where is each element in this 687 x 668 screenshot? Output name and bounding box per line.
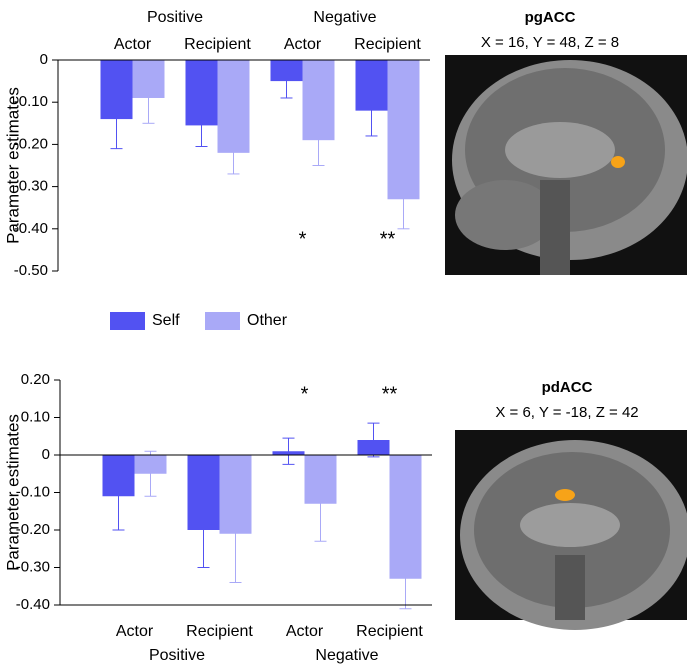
- y-tick-label: 0.10: [21, 408, 50, 425]
- y-axis-label: Parameter estimates: [3, 87, 22, 244]
- bar: [355, 60, 388, 111]
- annotation: *: [299, 228, 307, 250]
- x-tick-label: Actor: [116, 623, 154, 640]
- legend-label: Self: [152, 312, 180, 329]
- y-tick-label: -0.20: [14, 135, 48, 152]
- bar: [219, 455, 252, 534]
- bar: [185, 60, 218, 126]
- brain-image-top: [445, 55, 687, 275]
- y-tick-label: -0.50: [14, 262, 48, 279]
- y-tick-label: -0.10: [14, 93, 48, 110]
- y-tick-label: -0.40: [16, 596, 50, 613]
- group-label: Negative: [313, 9, 376, 26]
- bar: [102, 455, 135, 497]
- y-tick-label: 0: [40, 51, 48, 68]
- image-coordinates: X = 6, Y = -18, Z = 42: [495, 404, 638, 421]
- bar: [217, 60, 250, 153]
- y-tick-label: -0.40: [14, 220, 48, 237]
- x-tick-label: Recipient: [186, 623, 253, 640]
- group-label: Positive: [147, 9, 203, 26]
- x-tick-label: Recipient: [184, 36, 251, 53]
- bar: [270, 60, 303, 82]
- legend-swatch: [205, 312, 240, 330]
- legend-swatch: [110, 312, 145, 330]
- x-tick-label: Actor: [114, 36, 152, 53]
- bar: [132, 60, 165, 98]
- x-tick-label: Actor: [286, 623, 324, 640]
- brain-image-bottom: [455, 430, 687, 630]
- bar: [304, 455, 337, 504]
- bar: [134, 455, 167, 474]
- bar: [357, 440, 390, 455]
- x-tick-label: Recipient: [354, 36, 421, 53]
- y-tick-label: -0.20: [16, 521, 50, 538]
- bar: [187, 455, 220, 530]
- y-tick-label: 0.20: [21, 371, 50, 388]
- image-coordinates: X = 16, Y = 48, Z = 8: [481, 34, 619, 51]
- y-tick-label: -0.10: [16, 483, 50, 500]
- bar: [100, 60, 133, 120]
- image-title: pdACC: [542, 379, 593, 396]
- annotation: **: [382, 383, 398, 405]
- legend-label: Other: [247, 312, 288, 329]
- annotation: *: [301, 383, 309, 405]
- annotation: **: [380, 228, 396, 250]
- group-label: Negative: [315, 647, 378, 664]
- image-title: pgACC: [525, 9, 576, 26]
- bar: [387, 60, 420, 200]
- bar: [302, 60, 335, 141]
- x-tick-label: Actor: [284, 36, 322, 53]
- group-label: Positive: [149, 647, 205, 664]
- y-tick-label: 0: [42, 446, 50, 463]
- bar: [389, 455, 422, 579]
- bar: [272, 451, 305, 455]
- x-tick-label: Recipient: [356, 623, 423, 640]
- y-tick-label: -0.30: [16, 558, 50, 575]
- y-axis-label: Parameter estimates: [3, 414, 22, 571]
- y-tick-label: -0.30: [14, 178, 48, 195]
